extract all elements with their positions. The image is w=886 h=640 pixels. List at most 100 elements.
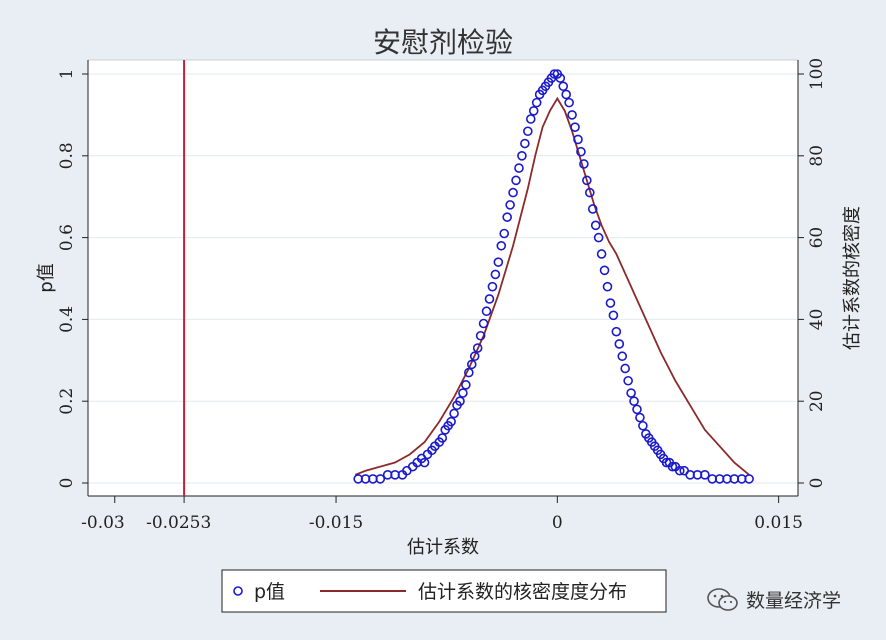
plot-area xyxy=(87,59,799,497)
pvalue-point xyxy=(490,269,501,280)
x-tick-label: 0 xyxy=(552,513,563,533)
pvalue-point xyxy=(520,138,530,149)
density-line xyxy=(354,96,750,476)
pvalue-point xyxy=(587,204,598,214)
pvalue-point xyxy=(614,339,625,349)
left-tick-label: 1 xyxy=(57,69,77,80)
right-y-axis-label: 估计系数的核密度 xyxy=(842,206,863,350)
pvalue-point xyxy=(596,249,607,259)
pvalue-point xyxy=(455,396,465,407)
x-ticks: -0.03 -0.0253 -0.015 0 0.015 xyxy=(81,496,803,533)
pvalue-point xyxy=(623,375,633,386)
left-tick-label: 0.6 xyxy=(57,224,77,251)
pvalue-point xyxy=(626,388,636,398)
x-tick-label: -0.03 xyxy=(81,513,125,533)
pvalue-point xyxy=(511,175,521,186)
right-tick-label: 100 xyxy=(807,58,827,90)
pvalue-point xyxy=(531,97,542,108)
pvalue-point xyxy=(561,89,571,100)
legend-box xyxy=(221,569,667,613)
pvalue-point xyxy=(375,474,386,484)
pvalue-point xyxy=(499,228,510,239)
left-tick-label: 0.4 xyxy=(57,306,77,333)
x-tick-label: -0.0253 xyxy=(146,513,211,533)
pvalue-point xyxy=(525,114,536,124)
pvalue-point xyxy=(508,187,518,198)
pvalue-point xyxy=(446,416,456,427)
pvalue-point xyxy=(635,412,645,423)
gridlines xyxy=(88,73,798,484)
pvalue-point xyxy=(582,175,592,186)
pvalue-point xyxy=(579,159,589,169)
x-axis-label: 估计系数 xyxy=(407,537,479,558)
pvalue-point xyxy=(602,281,613,292)
pvalue-point xyxy=(523,126,533,137)
watermark-text: 数量经济学 xyxy=(746,590,842,612)
pvalue-point xyxy=(528,106,539,116)
pvalue-point xyxy=(638,420,648,431)
pvalue-point xyxy=(744,474,754,484)
right-tick-label: 0 xyxy=(807,478,827,489)
pvalue-point xyxy=(517,151,527,161)
x-tick-label: -0.015 xyxy=(309,513,363,533)
pvalue-point xyxy=(570,122,580,132)
pvalue-point xyxy=(469,351,480,362)
pvalue-point xyxy=(484,294,495,304)
pvalue-point xyxy=(419,457,430,468)
pvalue-point xyxy=(514,163,524,173)
pvalue-point xyxy=(620,363,630,374)
pvalue-point xyxy=(629,396,639,407)
pvalue-point xyxy=(576,146,586,157)
right-tick-label: 60 xyxy=(807,227,827,249)
pvalue-point xyxy=(590,220,601,231)
pvalue-point xyxy=(558,81,569,92)
chart-title: 安慰剂检验 xyxy=(373,26,513,59)
left-tick-label: 0.2 xyxy=(57,388,77,415)
pvalue-point xyxy=(496,240,507,251)
pvalue-point xyxy=(611,326,622,337)
left-tick-label: 0 xyxy=(57,478,77,489)
pvalue-point xyxy=(555,73,566,83)
pvalue-point xyxy=(593,232,604,243)
axes xyxy=(87,60,799,497)
left-y-ticks: 0 0.2 0.4 0.6 0.8 1 xyxy=(57,69,88,489)
pvalue-point xyxy=(493,257,504,267)
right-tick-label: 80 xyxy=(807,145,827,167)
pvalue-points xyxy=(353,69,754,484)
pvalue-point xyxy=(573,134,583,145)
pvalue-point xyxy=(472,343,483,353)
right-y-ticks: 0 20 40 60 80 100 xyxy=(798,58,827,489)
pvalue-point xyxy=(449,408,459,419)
pvalue-point xyxy=(584,187,595,198)
pvalue-point xyxy=(502,212,512,222)
legend-label-pvalue: p值 xyxy=(254,581,285,603)
pvalue-point xyxy=(487,281,498,292)
pvalue-point xyxy=(481,306,492,317)
pvalue-point xyxy=(605,298,616,308)
pvalue-point xyxy=(700,470,710,480)
x-tick-label: 0.015 xyxy=(754,513,803,533)
left-y-axis-label: p值 xyxy=(36,263,57,292)
pvalue-point xyxy=(617,351,628,362)
pvalue-point xyxy=(475,330,486,341)
wechat-icon xyxy=(707,587,738,611)
pvalue-point xyxy=(437,433,448,443)
density-curve xyxy=(354,96,750,476)
right-tick-label: 40 xyxy=(807,309,827,331)
pvalue-point xyxy=(466,359,477,370)
watermark: 数量经济学 xyxy=(706,586,841,613)
pvalue-point xyxy=(674,465,685,476)
right-tick-label: 20 xyxy=(807,390,827,412)
left-tick-label: 0.8 xyxy=(57,142,77,169)
legend-marker-pvalue xyxy=(233,586,243,596)
pvalue-point xyxy=(461,380,471,390)
pvalue-point xyxy=(478,318,489,329)
pvalue-point xyxy=(564,97,574,108)
pvalue-point xyxy=(505,200,515,210)
pvalue-point xyxy=(567,110,577,120)
legend: p值 估计系数的核密度度分布 xyxy=(221,569,667,613)
pvalue-point xyxy=(608,310,619,321)
pvalue-point xyxy=(632,404,642,415)
pvalue-point xyxy=(599,265,610,276)
